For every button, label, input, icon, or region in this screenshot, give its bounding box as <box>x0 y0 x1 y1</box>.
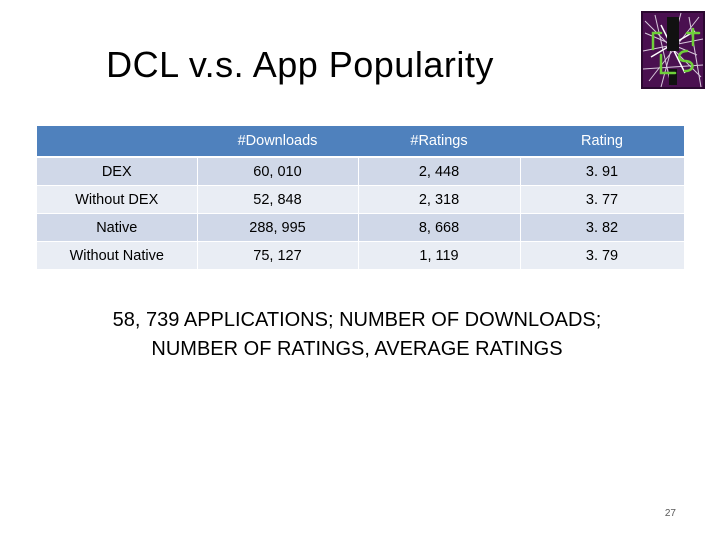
rating-cell: 3. 77 <box>520 185 685 214</box>
ratings-count-cell: 1, 119 <box>358 241 521 270</box>
row-label: DEX <box>37 157 198 186</box>
rating-cell: 3. 91 <box>520 157 685 186</box>
row-label: Native <box>37 213 198 242</box>
popularity-table: #Downloads #Ratings Rating DEX 60, 010 2… <box>37 126 685 270</box>
row-label: Without DEX <box>37 185 198 214</box>
rating-cell: 3. 79 <box>520 241 685 270</box>
slide-title: DCL v.s. App Popularity <box>106 44 494 85</box>
ratings-count-cell: 8, 668 <box>358 213 521 242</box>
caption-line-2: NUMBER OF RATINGS, AVERAGE RATINGS <box>151 338 563 360</box>
row-label: Without Native <box>37 241 198 270</box>
table-row: Without DEX 52, 848 2, 318 3. 77 <box>37 185 685 214</box>
downloads-cell: 288, 995 <box>197 213 359 242</box>
slide-number: 27 <box>664 508 676 519</box>
caption-line-1: 58, 739 APPLICATIONS; NUMBER OF DOWNLOAD… <box>112 309 602 331</box>
downloads-cell: 52, 848 <box>197 185 359 214</box>
downloads-cell: 60, 010 <box>197 157 359 186</box>
ratings-count-cell: 2, 448 <box>358 157 521 186</box>
table-header-row: #Downloads #Ratings Rating <box>37 126 684 158</box>
rating-cell: 3. 82 <box>520 213 685 242</box>
ratings-count-cell: 2, 318 <box>358 185 521 214</box>
slide-caption: 58, 739 APPLICATIONS; NUMBER OF DOWNLOAD… <box>0 306 717 364</box>
header-cell-rating: Rating <box>520 126 684 158</box>
header-cell-downloads: #Downloads <box>197 126 358 158</box>
table-row: DEX 60, 010 2, 448 3. 91 <box>37 157 685 186</box>
header-cell-blank <box>37 126 197 158</box>
table-row: Without Native 75, 127 1, 119 3. 79 <box>37 241 685 270</box>
header-cell-ratings-count: #Ratings <box>358 126 520 158</box>
table-row: Native 288, 995 8, 668 3. 82 <box>37 213 685 242</box>
graph-network-logo-icon <box>641 11 705 89</box>
downloads-cell: 75, 127 <box>197 241 359 270</box>
